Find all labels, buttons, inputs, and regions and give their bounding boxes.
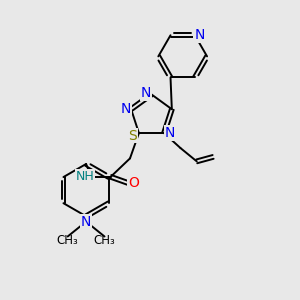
Text: NH: NH	[75, 170, 94, 183]
Text: N: N	[164, 126, 175, 140]
Text: N: N	[141, 86, 151, 100]
Text: O: O	[128, 176, 139, 190]
Text: S: S	[129, 128, 137, 142]
Text: CH₃: CH₃	[94, 234, 116, 247]
Text: N: N	[194, 28, 205, 42]
Text: CH₃: CH₃	[57, 234, 79, 247]
Text: N: N	[121, 102, 131, 116]
Text: N: N	[81, 214, 91, 229]
